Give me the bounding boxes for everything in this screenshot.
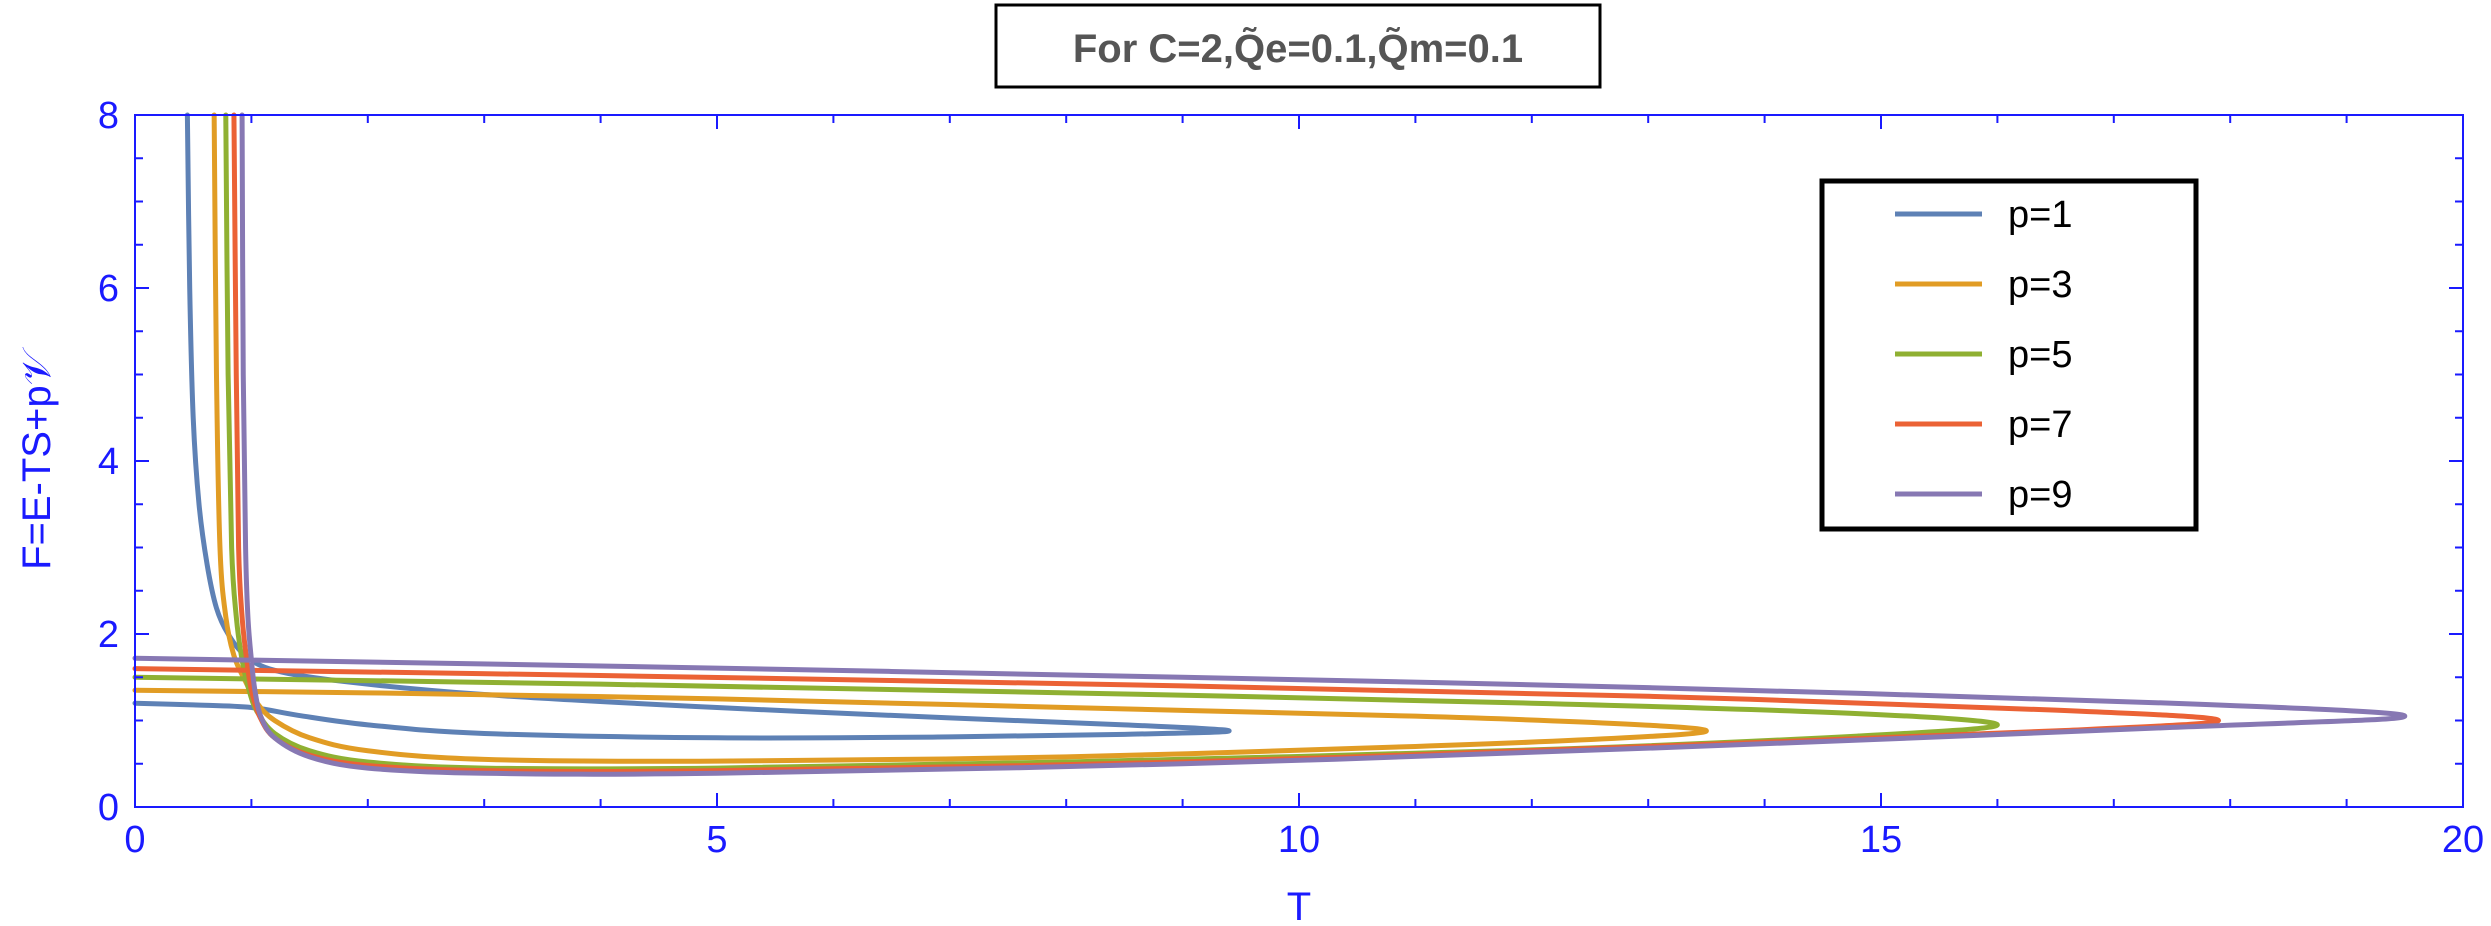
legend-label: p=3 <box>2008 264 2072 306</box>
series-line-p=5 <box>132 112 2000 772</box>
y-tick-label: 4 <box>98 441 119 483</box>
x-axis-label: T <box>1287 885 1311 926</box>
y-axis-label: F=E-TS+p𝒱 <box>15 346 59 570</box>
legend-label: p=1 <box>2008 194 2072 236</box>
legend-box <box>1819 178 2199 532</box>
series-line-p=1 <box>132 112 1232 741</box>
legend-label: p=9 <box>2008 474 2072 516</box>
chart-title-border <box>994 3 1602 89</box>
y-tick-label: 2 <box>98 614 119 656</box>
y-tick-label: 0 <box>98 787 119 829</box>
x-tick-label: 15 <box>1860 819 1902 861</box>
legend-label: p=7 <box>2008 404 2072 446</box>
series-line-p=9 <box>132 112 2408 777</box>
y-tick-label: 8 <box>98 95 119 137</box>
series-line-p=3 <box>132 112 1709 764</box>
legend: p=1 p=3 p=5 p=7 p=9 <box>1819 178 2199 532</box>
legend-label: p=5 <box>2008 334 2072 376</box>
x-tick-label: 10 <box>1278 819 1320 861</box>
x-tick-label: 5 <box>706 819 727 861</box>
y-tick-label: 6 <box>98 268 119 310</box>
x-tick-label: 0 <box>124 819 145 861</box>
chart-title: For C=2,Q̃e=0.1,Q̃m=0.1 <box>1073 25 1523 71</box>
x-tick-label: 20 <box>2442 819 2484 861</box>
chart-title-box: For C=2,Q̃e=0.1,Q̃m=0.1 <box>994 3 1602 89</box>
